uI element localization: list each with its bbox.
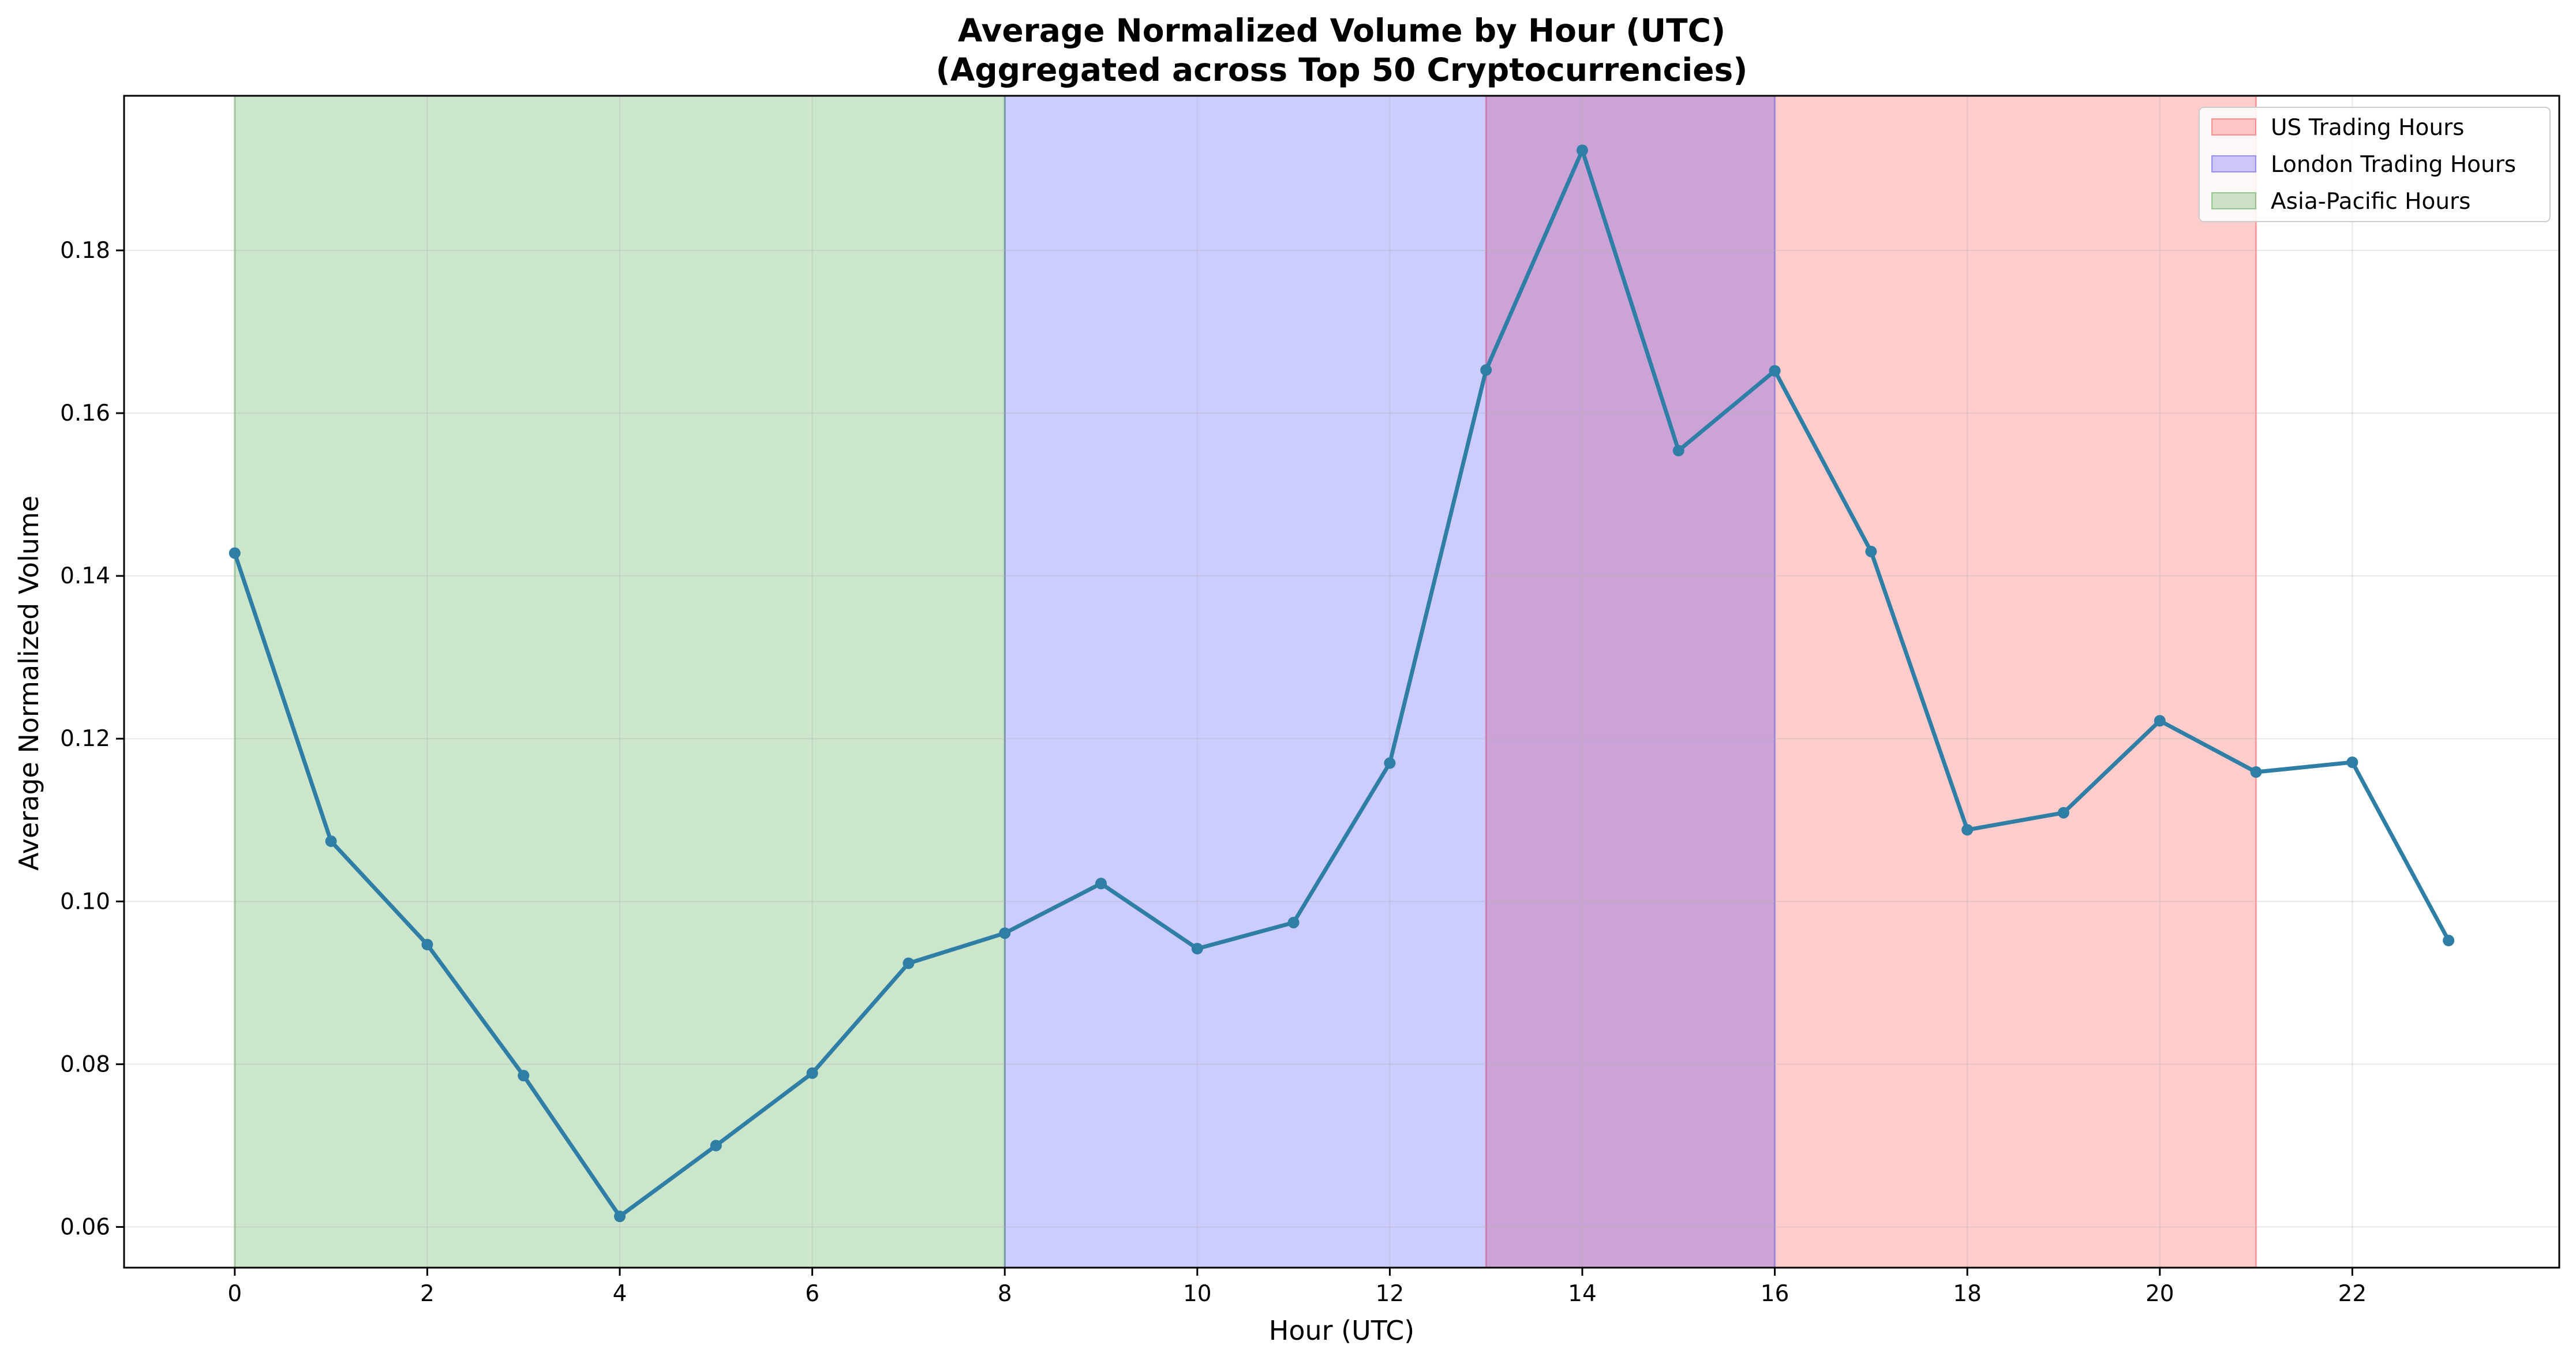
x-tick-label: 18 xyxy=(1953,1281,1982,1307)
legend-label: London Trading Hours xyxy=(2271,152,2516,178)
data-point xyxy=(1769,365,1781,377)
shaded-regions xyxy=(234,95,2257,1269)
data-point xyxy=(1480,364,1492,376)
legend-swatch xyxy=(2211,155,2256,173)
x-tick-label: 10 xyxy=(1183,1281,1212,1307)
shaded-region-0 xyxy=(1485,95,2257,1269)
data-point xyxy=(1576,144,1588,156)
data-point xyxy=(1095,878,1107,890)
x-tick-label: 20 xyxy=(2146,1281,2174,1307)
x-tick-label: 0 xyxy=(227,1281,242,1307)
x-tick-label: 2 xyxy=(420,1281,435,1307)
data-point xyxy=(2154,715,2166,727)
x-tick-label: 8 xyxy=(998,1281,1012,1307)
data-point xyxy=(999,927,1011,939)
data-point xyxy=(325,835,337,847)
legend-label: Asia-Pacific Hours xyxy=(2271,189,2470,215)
x-axis-label: Hour (UTC) xyxy=(1269,1315,1415,1346)
chart-title: Average Normalized Volume by Hour (UTC) xyxy=(958,12,1725,49)
plot-area xyxy=(123,95,2560,1269)
legend-label: US Trading Hours xyxy=(2271,115,2464,141)
data-point xyxy=(2250,766,2262,778)
data-point xyxy=(2346,756,2358,769)
grid-lines xyxy=(124,96,2559,1268)
x-tick-label: 16 xyxy=(1761,1281,1789,1307)
legend-swatch xyxy=(2211,118,2256,136)
x-tick-label: 4 xyxy=(613,1281,627,1307)
series-line xyxy=(233,148,2451,1219)
data-point xyxy=(229,547,241,559)
y-tick-label: 0.12 xyxy=(60,726,110,752)
y-tick-label: 0.06 xyxy=(60,1214,110,1240)
chart-subtitle: (Aggregated across Top 50 Cryptocurrenci… xyxy=(936,51,1748,88)
x-axis-ticks: 0 2 4 6 8 10 12 14 16 18 20 22 xyxy=(227,1268,2367,1307)
data-point xyxy=(710,1140,722,1152)
y-tick-label: 0.16 xyxy=(60,400,110,426)
legend-swatch xyxy=(2211,192,2256,209)
shaded-region-2 xyxy=(234,95,1006,1269)
data-point xyxy=(1865,545,1877,557)
data-point xyxy=(614,1211,626,1223)
legend-box xyxy=(2199,107,2551,222)
plot-frame xyxy=(123,95,2560,1269)
legend: US Trading Hours London Trading Hours Asia… xyxy=(2199,107,2551,222)
y-tick-label: 0.18 xyxy=(60,238,110,264)
data-series xyxy=(229,144,2455,1223)
x-tick-label: 12 xyxy=(1376,1281,1405,1307)
y-tick-label: 0.08 xyxy=(60,1051,110,1077)
x-tick-label: 14 xyxy=(1568,1281,1597,1307)
data-point xyxy=(518,1070,530,1082)
data-point xyxy=(2443,935,2455,947)
data-point xyxy=(1287,916,1300,928)
data-point xyxy=(1672,444,1684,456)
data-point xyxy=(2057,807,2069,819)
x-tick-label: 22 xyxy=(2338,1281,2367,1307)
y-axis-ticks: 0.06 0.08 0.10 0.12 0.14 0.16 0.18 xyxy=(60,238,124,1240)
data-point xyxy=(1384,757,1396,769)
data-point xyxy=(421,939,433,951)
y-tick-label: 0.10 xyxy=(60,889,110,915)
y-tick-label: 0.14 xyxy=(60,563,110,589)
y-axis-label: Average Normalized Volume xyxy=(13,496,44,871)
data-point xyxy=(1191,943,1203,955)
legend-items: US Trading Hours London Trading Hours Asia… xyxy=(2211,115,2516,215)
data-point xyxy=(1961,824,1974,836)
data-point xyxy=(806,1067,818,1079)
x-tick-label: 6 xyxy=(805,1281,819,1307)
data-point xyxy=(903,957,915,969)
